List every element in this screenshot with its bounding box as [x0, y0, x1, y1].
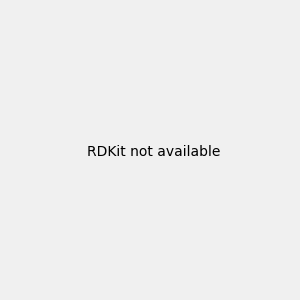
Text: RDKit not available: RDKit not available	[87, 145, 220, 158]
